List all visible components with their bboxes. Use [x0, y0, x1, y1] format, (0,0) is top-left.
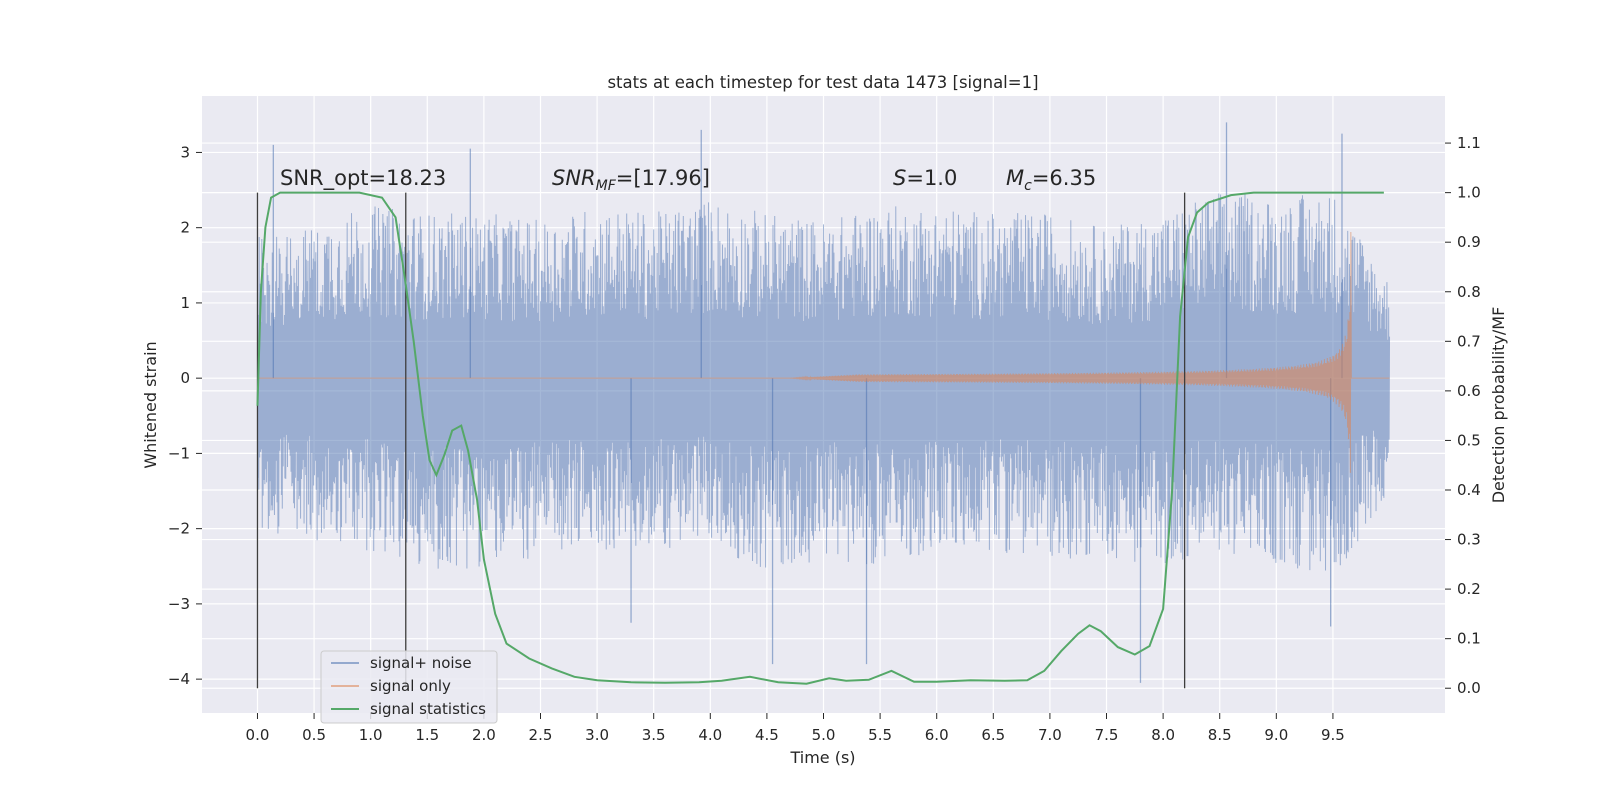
x-tick-label: 2.0 — [472, 726, 496, 744]
x-tick-label: 3.5 — [642, 726, 666, 744]
x-tick-label: 8.5 — [1208, 726, 1232, 744]
y2-tick-label: 1.0 — [1457, 184, 1481, 202]
annotation-mc-main: M — [1006, 166, 1024, 190]
y-tick-label: −4 — [168, 670, 190, 688]
x-tick-label: 6.5 — [981, 726, 1005, 744]
y2-tick-label: 0.4 — [1457, 481, 1481, 499]
y-tick-label: −2 — [168, 520, 190, 538]
y2-tick-label: 0.6 — [1457, 382, 1481, 400]
chart-title: stats at each timestep for test data 147… — [607, 73, 1038, 92]
x-tick-label: 9.5 — [1321, 726, 1345, 744]
y-tick-label: 0 — [180, 369, 190, 387]
legend-label-signal-only: signal only — [370, 677, 451, 695]
y2-tick-label: 0.9 — [1457, 233, 1481, 251]
annotation-snr-mf-main: SNR — [552, 166, 596, 190]
annotation-s-symbol: S — [893, 166, 906, 190]
x-tick-label: 8.0 — [1151, 726, 1175, 744]
y-tick-label: −3 — [168, 595, 190, 613]
annotation-mc: Mc=6.35 — [1006, 166, 1096, 194]
legend-label-signal-noise: signal+ noise — [370, 654, 472, 672]
annotation-mc-value: =6.35 — [1032, 166, 1096, 190]
y2-tick-label: 0.2 — [1457, 580, 1481, 598]
series-signal-only — [257, 231, 1390, 473]
y2-tick-label: 0.8 — [1457, 283, 1481, 301]
signal-only-line — [257, 231, 1390, 473]
x-tick-label: 0.5 — [302, 726, 326, 744]
annotation-snr-opt: SNR_opt=18.23 — [280, 166, 446, 191]
x-tick-label: 0.0 — [246, 726, 270, 744]
x-tick-label: 7.5 — [1095, 726, 1119, 744]
annotation-snr-mf: SNRMF=[17.96] — [552, 166, 710, 194]
y-tick-label: 1 — [180, 294, 190, 312]
x-tick-label: 5.0 — [812, 726, 836, 744]
x-tick-label: 4.5 — [755, 726, 779, 744]
x-tick-label: 3.0 — [585, 726, 609, 744]
x-tick-label: 9.0 — [1264, 726, 1288, 744]
y-axis-label: Whitened strain — [141, 341, 160, 468]
y2-tick-label: 0.0 — [1457, 679, 1481, 697]
y2-tick-label: 0.1 — [1457, 630, 1481, 648]
legend-label-signal-statistics: signal statistics — [370, 700, 486, 718]
x-tick-label: 6.0 — [925, 726, 949, 744]
y2-tick-label: 0.7 — [1457, 332, 1481, 350]
y2-tick-label: 1.1 — [1457, 134, 1481, 152]
annotation-snr-mf-sub: MF — [596, 178, 617, 194]
annotation-s: S=1.0 — [893, 166, 957, 190]
annotation-snr-mf-value: =[17.96] — [616, 166, 710, 190]
y2-ticks: 1.1 1.0 0.9 0.8 0.7 0.6 0.5 0.4 0.3 0.2 0.1 0.0 — [1445, 134, 1481, 697]
legend: signal+ noise signal only signal statist… — [320, 650, 498, 724]
y-tick-label: −1 — [168, 444, 190, 462]
x-tick-label: 1.0 — [359, 726, 383, 744]
y-tick-label: 2 — [180, 219, 190, 237]
y2-tick-label: 0.5 — [1457, 431, 1481, 449]
x-tick-label: 1.5 — [415, 726, 439, 744]
x-tick-label: 2.5 — [529, 726, 553, 744]
y-tick-label: 3 — [180, 143, 190, 161]
signal-noise-line — [256, 193, 1391, 571]
x-tick-label: 7.0 — [1038, 726, 1062, 744]
x-tick-label: 4.0 — [698, 726, 722, 744]
x-tick-label: 5.5 — [868, 726, 892, 744]
y2-axis-label: Detection probability/MF — [1489, 307, 1508, 504]
y2-tick-label: 0.3 — [1457, 531, 1481, 549]
annotation-mc-sub: c — [1024, 178, 1032, 194]
series-signal-noise — [256, 122, 1391, 683]
annotation-s-value: =1.0 — [906, 166, 957, 190]
legend-box — [320, 650, 498, 724]
x-ticks: 0.0 0.5 1.0 1.5 2.0 2.5 3.0 3.5 4.0 4.5 5.0 5.5 6.0 6… — [246, 713, 1345, 744]
x-axis-label: Time (s) — [789, 748, 855, 767]
series-signal-statistics — [256, 191, 1384, 685]
y-ticks: 3 2 1 0 −1 −2 −3 −4 — [168, 143, 202, 688]
